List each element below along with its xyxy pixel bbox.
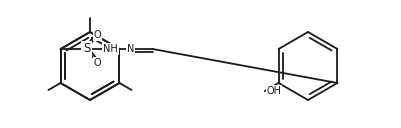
Text: N: N <box>127 44 134 54</box>
Text: S: S <box>83 42 90 56</box>
Text: O: O <box>93 58 101 68</box>
Text: O: O <box>93 30 101 40</box>
Text: OH: OH <box>266 86 281 96</box>
Text: NH: NH <box>103 44 117 54</box>
